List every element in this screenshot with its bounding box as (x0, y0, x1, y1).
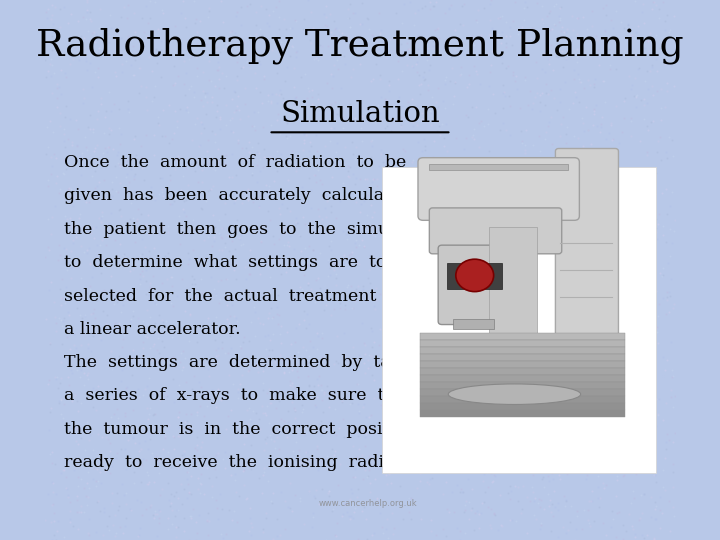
Bar (420, 354, 625, 361)
Text: given  has  been  accurately  calculated,: given has been accurately calculated, (64, 187, 418, 204)
Bar (447, 263, 503, 289)
Bar (420, 361, 625, 368)
Bar (420, 340, 625, 347)
Text: to  determine  what  settings  are  to  be: to determine what settings are to be (64, 254, 418, 271)
Text: the  tumour  is  in  the  correct  position: the tumour is in the correct position (64, 421, 416, 437)
Bar (420, 347, 625, 354)
Bar (420, 403, 625, 410)
Bar (420, 396, 625, 403)
Text: ready  to  receive  the  ionising  radiation.: ready to receive the ionising radiation. (64, 454, 433, 471)
Bar (420, 389, 625, 396)
Text: a linear accelerator.: a linear accelerator. (64, 321, 240, 338)
Text: The  settings  are  determined  by  taking: The settings are determined by taking (64, 354, 428, 370)
Bar (420, 382, 625, 389)
Text: Once  the  amount  of  radiation  to  be: Once the amount of radiation to be (64, 154, 406, 171)
Ellipse shape (449, 384, 580, 404)
Text: Radiotherapy Treatment Planning: Radiotherapy Treatment Planning (36, 27, 684, 64)
Bar (382, 167, 656, 472)
FancyBboxPatch shape (555, 148, 618, 381)
FancyBboxPatch shape (438, 245, 512, 325)
Text: Simulation: Simulation (280, 100, 440, 128)
Bar (420, 368, 625, 375)
Circle shape (456, 259, 494, 292)
Text: selected  for  the  actual  treatment  using: selected for the actual treatment using (64, 288, 435, 305)
Bar (454, 319, 494, 329)
Text: www.cancerhelp.org.uk: www.cancerhelp.org.uk (319, 500, 418, 509)
Bar (420, 410, 625, 417)
Bar (429, 164, 568, 170)
FancyBboxPatch shape (418, 158, 580, 220)
Text: a  series  of  x-rays  to  make  sure  that: a series of x-rays to make sure that (64, 387, 413, 404)
Bar (420, 375, 625, 382)
Bar (489, 227, 536, 394)
Text: the  patient  then  goes  to  the  simulator: the patient then goes to the simulator (64, 221, 431, 238)
Bar (420, 333, 625, 340)
FancyBboxPatch shape (429, 208, 562, 254)
